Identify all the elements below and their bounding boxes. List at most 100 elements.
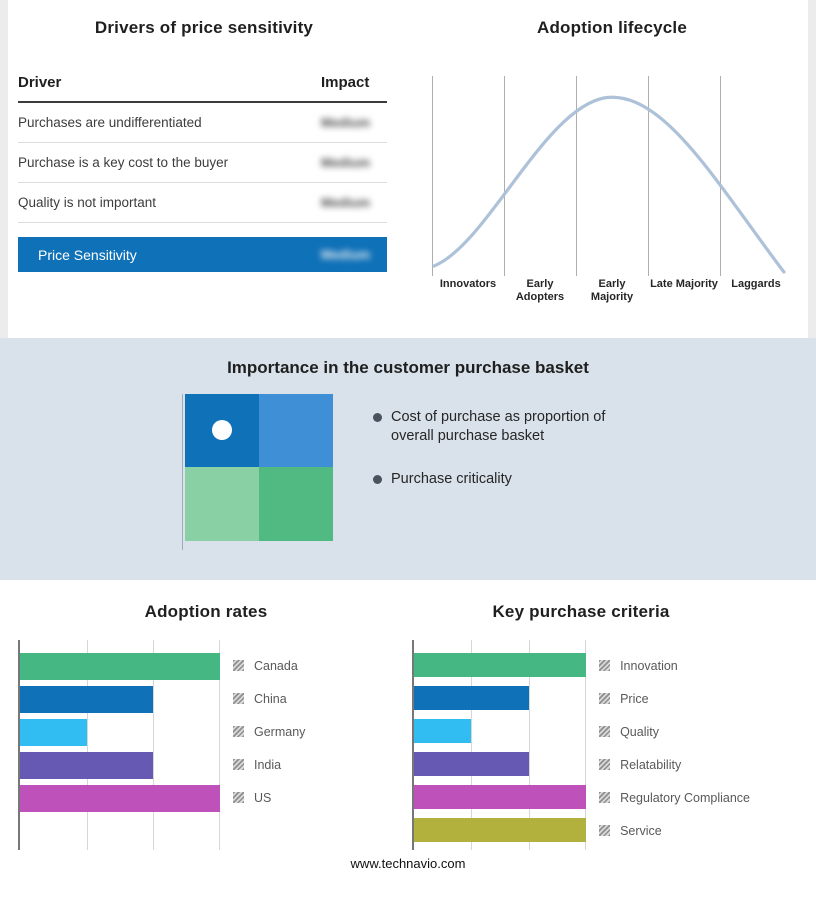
impact-column-header: Impact xyxy=(321,74,370,91)
adoption-lifecycle-chart xyxy=(432,76,792,276)
gridline xyxy=(528,640,530,850)
legend-item: Price xyxy=(599,682,750,715)
driver-cell: Purchases are undifferentiated xyxy=(18,115,202,130)
table-row: Quality is not important Medium xyxy=(18,183,387,223)
stage-label: Early Adopters xyxy=(515,278,565,303)
bar-innovation xyxy=(414,653,587,677)
adoption-rates-plot xyxy=(18,640,220,850)
quadrant-cell-bottom-right xyxy=(259,467,333,541)
lifecycle-panel-title: Adoption lifecycle xyxy=(536,18,687,37)
driver-column-header: Driver xyxy=(18,74,62,91)
legend-label: Quality xyxy=(620,724,659,739)
bar-india xyxy=(20,752,154,779)
impact-cell-blurred: Medium xyxy=(321,115,371,130)
lifecycle-stage-labels: Innovators Early Adopters Early Majority… xyxy=(432,278,792,303)
bullet-text: Cost of purchase as proportion of overal… xyxy=(391,409,606,444)
drivers-panel: Drivers of price sensitivity Driver Impa… xyxy=(0,0,408,338)
bullet-icon xyxy=(373,474,382,484)
bar-price xyxy=(414,686,529,710)
legend-label: Regulatory Compliance xyxy=(620,790,750,805)
stage-label: Innovators xyxy=(439,278,497,290)
driver-cell: Purchase is a key cost to the buyer xyxy=(18,155,229,170)
price-sensitivity-label: Price Sensitivity xyxy=(38,246,137,263)
website-link[interactable]: www.technavio.com xyxy=(350,856,466,871)
gridline xyxy=(432,76,433,276)
hatch-swatch-icon xyxy=(599,825,611,836)
drivers-table: Driver Impact Purchases are undifferenti… xyxy=(18,74,387,272)
gridline xyxy=(153,640,155,850)
bar-canada xyxy=(20,653,220,680)
stage-label: Late Majority xyxy=(650,278,718,290)
key-purchase-criteria-title: Key purchase criteria xyxy=(492,602,670,621)
bar-relatability xyxy=(414,752,529,776)
drivers-table-header: Driver Impact xyxy=(18,74,387,103)
legend-item: US xyxy=(233,781,305,814)
legend-item: Innovation xyxy=(599,649,750,682)
bottom-section: Adoption rates Canada China Germany Indi… xyxy=(0,580,816,850)
bar-regulatory-compliance xyxy=(414,785,587,809)
key-purchase-criteria-plot xyxy=(412,640,587,850)
adoption-rates-block: Adoption rates Canada China Germany Indi… xyxy=(0,602,412,850)
gridline xyxy=(219,640,220,850)
stage-label: Laggards xyxy=(731,278,781,290)
list-item: Purchase criticality xyxy=(373,470,639,489)
quadrant-cell-bottom-left xyxy=(185,467,259,541)
legend-label: US xyxy=(254,790,272,805)
legend-item: Quality xyxy=(599,715,750,748)
quadrant-cell-top-right xyxy=(259,394,333,467)
bar-germany xyxy=(20,719,87,746)
table-row: Purchase is a key cost to the buyer Medi… xyxy=(18,143,387,183)
legend-item: Relatability xyxy=(599,748,750,781)
legend-item: Regulatory Compliance xyxy=(599,781,750,814)
key-purchase-criteria-block: Key purchase criteria Innovation Price Q… xyxy=(412,602,816,850)
gridline xyxy=(471,640,473,850)
page-margin-left xyxy=(0,0,8,338)
legend-label: Innovation xyxy=(620,658,678,673)
legend-label: Price xyxy=(620,691,649,706)
gridline xyxy=(576,76,577,276)
bar-service xyxy=(414,818,587,842)
quadrant-graphic xyxy=(182,394,333,550)
list-item: Cost of purchase as proportion of overal… xyxy=(373,408,639,446)
hatch-swatch-icon xyxy=(599,660,611,671)
gridline xyxy=(585,640,587,850)
lifecycle-panel: Adoption lifecycle Innovators Early Adop… xyxy=(408,0,816,338)
stage-label: Early Majority xyxy=(590,278,634,303)
legend-label: China xyxy=(254,691,287,706)
bell-curve xyxy=(432,95,786,274)
table-row: Purchases are undifferentiated Medium xyxy=(18,103,387,143)
basket-band-content: Cost of purchase as proportion of overal… xyxy=(182,394,816,550)
adoption-rates-title: Adoption rates xyxy=(144,602,268,621)
top-section: Drivers of price sensitivity Driver Impa… xyxy=(0,0,816,338)
driver-cell: Quality is not important xyxy=(18,195,157,210)
legend-item: Germany xyxy=(233,715,305,748)
legend-item: India xyxy=(233,748,305,781)
hatch-swatch-icon xyxy=(599,693,611,704)
hatch-swatch-icon xyxy=(233,792,244,803)
drivers-panel-title: Drivers of price sensitivity xyxy=(94,18,314,37)
bar-china xyxy=(20,686,154,713)
price-sensitivity-bar: Price Sensitivity Medium xyxy=(18,237,387,272)
basket-bullets: Cost of purchase as proportion of overal… xyxy=(373,408,639,541)
adoption-rates-legend: Canada China Germany India US xyxy=(233,640,305,850)
hatch-swatch-icon xyxy=(233,660,244,671)
bullet-icon xyxy=(373,413,382,422)
gridline xyxy=(504,76,505,276)
impact-cell-blurred: Medium xyxy=(321,155,371,170)
legend-label: Canada xyxy=(254,658,298,673)
price-sensitivity-impact-blurred: Medium xyxy=(321,247,371,262)
legend-item: Canada xyxy=(233,649,305,682)
legend-label: Service xyxy=(620,823,662,838)
hatch-swatch-icon xyxy=(233,726,244,737)
impact-cell-blurred: Medium xyxy=(321,195,371,210)
hatch-swatch-icon xyxy=(233,759,244,770)
legend-label: Germany xyxy=(254,724,306,739)
basket-band-title: Importance in the customer purchase bask… xyxy=(227,358,589,377)
legend-label: Relatability xyxy=(620,757,682,772)
white-dot-icon xyxy=(212,420,232,440)
hatch-swatch-icon xyxy=(233,693,244,704)
gridline xyxy=(86,640,88,850)
legend-label: India xyxy=(254,757,282,772)
gridline xyxy=(648,76,649,276)
hatch-swatch-icon xyxy=(599,726,611,737)
